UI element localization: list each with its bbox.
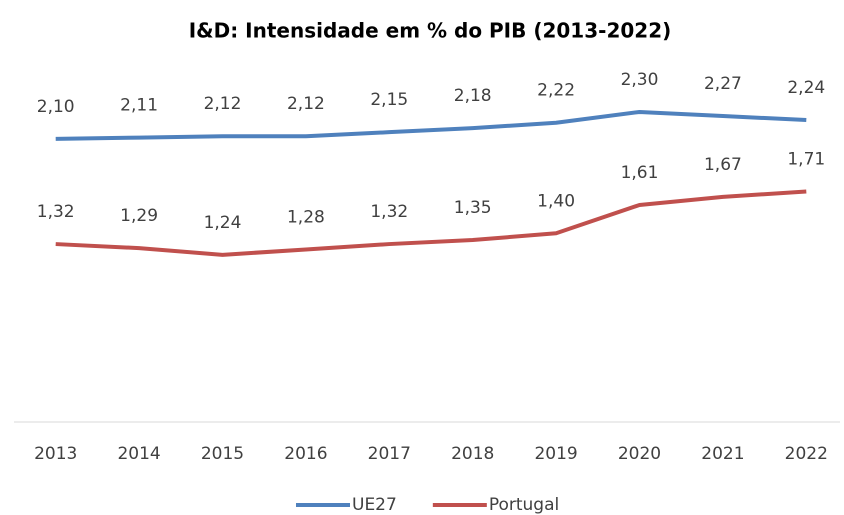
x-tick-label: 2017 [368,444,411,464]
data-label: 2,18 [454,86,492,106]
x-tick-label: 2018 [451,444,494,464]
data-label: 2,10 [37,97,75,117]
data-label: 2,22 [537,81,575,101]
data-label: 1,67 [704,155,742,175]
data-label: 1,32 [370,202,408,222]
data-label: 2,11 [120,96,158,116]
data-label: 2,30 [621,70,659,90]
x-tick-label: 2019 [534,444,577,464]
data-label: 2,12 [204,94,242,114]
series-line [55,109,807,141]
legend-label: Portugal [489,495,559,515]
data-label: 2,27 [704,74,742,94]
data-label: 1,40 [537,191,575,211]
x-tick-label: 2014 [117,444,160,464]
x-tick-label: 2022 [785,444,828,464]
data-label: 1,71 [787,149,825,169]
data-label: 2,15 [370,90,408,110]
data-label: 1,29 [120,206,158,226]
data-label: 1,32 [37,202,75,222]
x-tick-label: 2021 [701,444,744,464]
data-label: 1,61 [621,163,659,183]
x-tick-label: 2013 [34,444,77,464]
data-label: 1,28 [287,207,325,227]
data-label: 1,24 [204,213,242,233]
x-tick-label: 2016 [284,444,327,464]
x-tick-label: 2015 [201,444,244,464]
x-tick-label: 2020 [618,444,661,464]
series-line [55,189,807,257]
data-label: 1,35 [454,198,492,218]
legend-label: UE27 [352,495,397,515]
data-label: 2,24 [787,78,825,98]
data-label: 2,12 [287,94,325,114]
chart-title: I&D: Intensidade em % do PIB (2013-2022) [189,19,672,43]
